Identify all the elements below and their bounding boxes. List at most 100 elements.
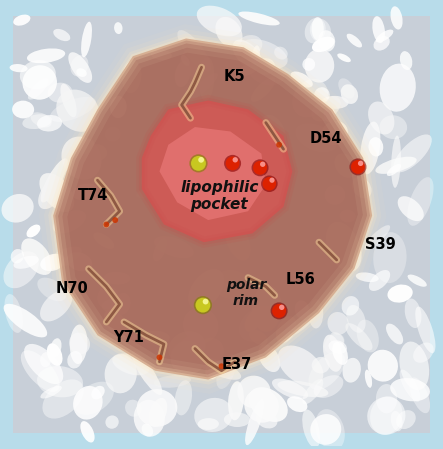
- Ellipse shape: [69, 333, 90, 354]
- Point: [218, 363, 225, 370]
- Ellipse shape: [309, 299, 323, 329]
- Ellipse shape: [373, 232, 407, 283]
- Ellipse shape: [37, 115, 62, 132]
- Text: L56: L56: [286, 273, 315, 287]
- Ellipse shape: [329, 340, 347, 354]
- Ellipse shape: [219, 101, 255, 126]
- Ellipse shape: [387, 164, 401, 176]
- Ellipse shape: [125, 400, 141, 417]
- Ellipse shape: [237, 63, 258, 76]
- Point: [357, 160, 364, 167]
- Ellipse shape: [48, 83, 73, 103]
- Ellipse shape: [340, 210, 356, 223]
- Ellipse shape: [215, 17, 242, 48]
- Ellipse shape: [47, 343, 62, 366]
- Ellipse shape: [70, 325, 87, 364]
- Ellipse shape: [370, 396, 403, 435]
- Ellipse shape: [249, 330, 268, 345]
- Ellipse shape: [87, 144, 107, 161]
- Ellipse shape: [40, 352, 51, 367]
- Ellipse shape: [198, 418, 219, 430]
- Ellipse shape: [137, 389, 177, 427]
- Point: [268, 176, 276, 184]
- Ellipse shape: [122, 60, 141, 93]
- Ellipse shape: [80, 421, 95, 443]
- Point: [195, 160, 202, 167]
- Ellipse shape: [194, 398, 233, 432]
- Ellipse shape: [78, 139, 94, 154]
- Ellipse shape: [380, 64, 416, 112]
- Ellipse shape: [295, 123, 337, 152]
- Ellipse shape: [73, 386, 103, 420]
- Point: [156, 354, 163, 361]
- Ellipse shape: [321, 96, 349, 109]
- Ellipse shape: [415, 307, 435, 353]
- Ellipse shape: [56, 90, 100, 132]
- Ellipse shape: [386, 324, 403, 344]
- Ellipse shape: [400, 370, 420, 402]
- Ellipse shape: [224, 412, 250, 427]
- Ellipse shape: [4, 251, 39, 288]
- Ellipse shape: [181, 55, 190, 66]
- Ellipse shape: [13, 256, 39, 269]
- Ellipse shape: [311, 17, 324, 40]
- Ellipse shape: [237, 376, 271, 408]
- Point: [195, 160, 202, 167]
- Ellipse shape: [177, 30, 211, 71]
- Ellipse shape: [245, 388, 279, 423]
- Ellipse shape: [408, 274, 427, 287]
- Text: polar
rim: polar rim: [225, 278, 266, 308]
- Ellipse shape: [245, 310, 262, 332]
- Ellipse shape: [407, 177, 434, 226]
- Ellipse shape: [140, 162, 177, 196]
- Ellipse shape: [338, 78, 355, 99]
- Ellipse shape: [91, 386, 105, 400]
- Ellipse shape: [413, 343, 434, 363]
- Ellipse shape: [175, 61, 190, 87]
- Ellipse shape: [368, 101, 394, 135]
- Polygon shape: [159, 127, 266, 220]
- Ellipse shape: [337, 53, 351, 62]
- Ellipse shape: [256, 411, 277, 428]
- Ellipse shape: [180, 48, 207, 77]
- Point: [256, 164, 264, 172]
- Ellipse shape: [376, 30, 393, 42]
- Ellipse shape: [334, 154, 357, 178]
- Ellipse shape: [314, 87, 330, 103]
- Ellipse shape: [277, 380, 328, 397]
- Ellipse shape: [357, 320, 379, 352]
- Ellipse shape: [291, 71, 313, 88]
- Ellipse shape: [105, 354, 137, 393]
- Ellipse shape: [81, 22, 92, 57]
- Ellipse shape: [181, 337, 196, 352]
- Ellipse shape: [390, 378, 430, 401]
- Point: [354, 163, 361, 171]
- Ellipse shape: [312, 37, 334, 52]
- Ellipse shape: [225, 223, 251, 261]
- Ellipse shape: [346, 305, 365, 333]
- Ellipse shape: [12, 101, 34, 119]
- Ellipse shape: [142, 424, 153, 436]
- Ellipse shape: [183, 308, 218, 343]
- Ellipse shape: [311, 96, 341, 121]
- Ellipse shape: [295, 300, 309, 319]
- Point: [276, 141, 283, 148]
- Ellipse shape: [22, 114, 52, 129]
- Ellipse shape: [50, 338, 62, 357]
- Ellipse shape: [405, 299, 421, 328]
- Ellipse shape: [154, 236, 194, 258]
- Ellipse shape: [342, 358, 361, 383]
- Ellipse shape: [302, 409, 320, 448]
- Ellipse shape: [216, 354, 236, 389]
- Ellipse shape: [21, 350, 60, 392]
- Ellipse shape: [37, 277, 66, 301]
- Ellipse shape: [292, 79, 328, 117]
- Ellipse shape: [41, 158, 68, 202]
- Ellipse shape: [175, 380, 192, 415]
- Ellipse shape: [43, 379, 84, 418]
- Ellipse shape: [68, 52, 92, 83]
- Ellipse shape: [400, 51, 412, 70]
- Ellipse shape: [308, 352, 345, 390]
- Ellipse shape: [20, 60, 56, 89]
- Ellipse shape: [312, 357, 330, 374]
